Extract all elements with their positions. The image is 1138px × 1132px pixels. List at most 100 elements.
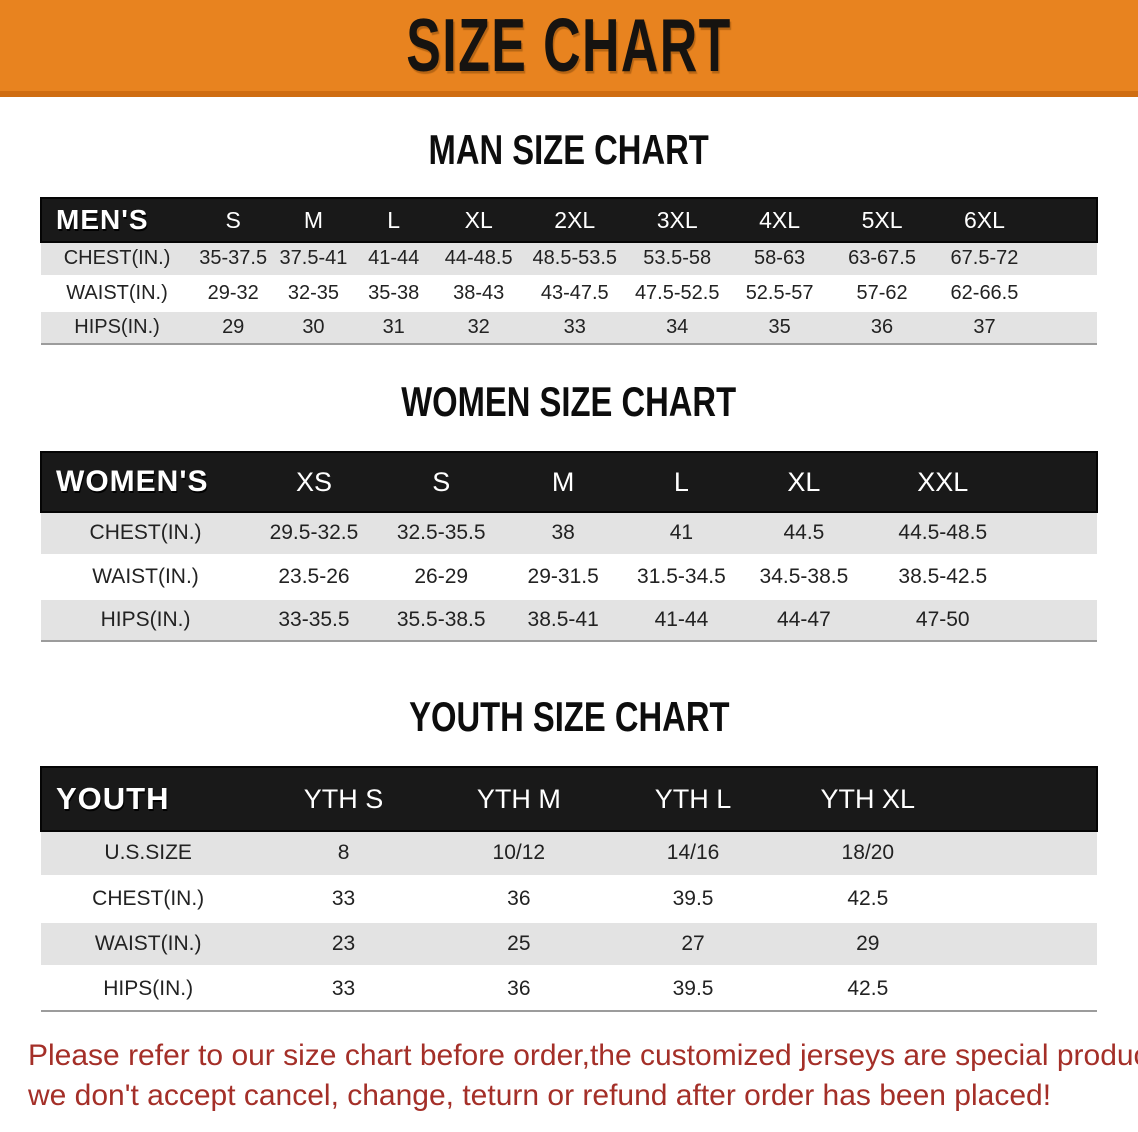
table-cell: 29-31.5 <box>527 564 599 588</box>
table-header-spacer <box>1019 452 1097 512</box>
table-cell: 34 <box>666 315 689 338</box>
table-cell: 41-44 <box>368 247 420 270</box>
table-row: HIPS(IN.) 29 30 31 32 33 34 35 36 37 <box>41 310 1097 344</box>
table-cell: 52.5-57 <box>745 281 814 304</box>
table-cell: 35-38 <box>368 281 420 304</box>
table-row: WAIST(IN.) 29-32 32-35 35-38 38-43 43-47.5 47.… <box>41 276 1097 310</box>
row-label: CHEST(IN.) <box>92 886 205 910</box>
table-cell: 47.5-52.5 <box>634 281 720 304</box>
table-row-spacer <box>1019 512 1097 555</box>
table-cell: 33 <box>331 976 356 1000</box>
man-size-table-container: MEN'S S M L XL 2XL 3XL 4XL 5XL 6XL CHEST(IN.) 35-37… <box>40 197 1098 345</box>
banner-title: SIZE CHART <box>406 3 732 88</box>
table-cell: 31 <box>382 315 405 338</box>
table-cell: 39.5 <box>672 886 714 910</box>
youth-section-heading-text: YOUTH SIZE CHART <box>408 693 730 740</box>
table-row-spacer <box>1019 598 1097 641</box>
table-column-header: L <box>673 466 689 497</box>
row-label: HIPS(IN.) <box>74 315 160 338</box>
table-cell: 23 <box>331 931 356 955</box>
table-cell: 29.5-32.5 <box>269 521 359 545</box>
table-cell: 10/12 <box>492 841 546 865</box>
table-cell: 38.5-42.5 <box>898 564 988 588</box>
table-column-header: XXL <box>917 466 969 497</box>
table-cell: 43-47.5 <box>540 281 609 304</box>
table-cell: 33 <box>563 315 586 338</box>
table-cell: 62-66.5 <box>950 281 1019 304</box>
table-row: CHEST(IN.) 33 36 39.5 42.5 <box>41 876 1097 921</box>
table-cell: 8 <box>337 841 350 865</box>
women-section-heading: WOMEN SIZE CHART <box>0 381 1138 423</box>
table-cell: 31.5-34.5 <box>637 564 726 588</box>
table-cell: 41 <box>669 521 694 545</box>
women-section-heading-text: WOMEN SIZE CHART <box>401 378 737 425</box>
table-corner-label: WOMEN'S <box>56 465 209 498</box>
youth-size-table-container: YOUTH YTH S YTH M YTH L YTH XL U.S.SIZE 8 10/12… <box>40 766 1098 1012</box>
table-cell: 44.5-48.5 <box>898 521 988 545</box>
table-cell: 29-32 <box>207 281 259 304</box>
table-column-header: XS <box>295 466 332 497</box>
table-cell: 37 <box>973 315 996 338</box>
disclaimer-line-1: Please refer to our size chart before or… <box>28 1039 1138 1072</box>
row-label: WAIST(IN.) <box>94 931 202 955</box>
table-column-header: 3XL <box>656 206 698 233</box>
table-column-header: YTH M <box>476 783 561 814</box>
table-column-header: YTH S <box>303 783 384 814</box>
man-section-heading: MAN SIZE CHART <box>0 129 1138 171</box>
table-row-spacer <box>955 831 1097 876</box>
table-cell: 32-35 <box>287 281 340 304</box>
table-cell: 44.5 <box>783 521 825 545</box>
table-row: U.S.SIZE 8 10/12 14/16 18/20 <box>41 831 1097 876</box>
table-column-header: 4XL <box>759 206 801 233</box>
table-cell: 30 <box>302 315 325 338</box>
table-cell: 44-48.5 <box>444 247 513 270</box>
table-row-spacer <box>1036 242 1097 276</box>
table-cell: 48.5-53.5 <box>532 247 618 270</box>
table-column-header: S <box>432 466 451 497</box>
table-cell: 35.5-38.5 <box>396 607 486 631</box>
table-row-spacer <box>1036 276 1097 310</box>
table-cell: 35 <box>768 315 791 338</box>
table-cell: 32.5-35.5 <box>396 521 486 545</box>
table-cell: 41-44 <box>654 607 709 631</box>
table-row: CHEST(IN.) 29.5-32.5 32.5-35.5 38 41 44.5 44.5… <box>41 512 1097 555</box>
row-label: CHEST(IN.) <box>89 521 202 545</box>
table-column-header: 5XL <box>861 206 903 233</box>
youth-size-table: YOUTH YTH S YTH M YTH L YTH XL U.S.SIZE 8 10/12… <box>40 766 1098 1012</box>
disclaimer-text: Please refer to our size chart before or… <box>28 1036 1138 1116</box>
table-corner-label: MEN'S <box>56 204 149 235</box>
table-cell: 33 <box>331 886 356 910</box>
table-row: WAIST(IN.) 23 25 27 29 <box>41 921 1097 966</box>
table-cell: 33-35.5 <box>278 607 350 631</box>
table-cell: 42.5 <box>847 976 889 1000</box>
table-cell: 29 <box>856 931 880 955</box>
table-column-header: 6XL <box>963 206 1005 233</box>
table-cell: 37.5-41 <box>279 247 348 270</box>
table-header-row: YOUTH YTH S YTH M YTH L YTH XL <box>41 767 1097 831</box>
table-corner-label: YOUTH <box>56 781 170 816</box>
size-chart-banner: SIZE CHART <box>0 0 1138 97</box>
table-cell: 29 <box>222 315 245 338</box>
man-section-heading-text: MAN SIZE CHART <box>428 126 710 173</box>
table-cell: 47-50 <box>915 607 970 631</box>
table-column-header: 2XL <box>554 206 596 233</box>
table-cell: 44-47 <box>777 607 831 631</box>
table-cell: 35-37.5 <box>199 247 268 270</box>
table-cell: 38-43 <box>453 281 505 304</box>
women-size-table-container: WOMEN'S XS S M L XL XXL CHEST(IN.) 29.5-32.5 32.5… <box>40 451 1098 642</box>
table-cell: 58-63 <box>754 247 806 270</box>
row-label: CHEST(IN.) <box>63 247 171 270</box>
table-cell: 14/16 <box>666 841 720 865</box>
table-column-header: XL <box>787 466 821 497</box>
table-row: CHEST(IN.) 35-37.5 37.5-41 41-44 44-48.5 48.5… <box>41 242 1097 276</box>
table-cell: 57-62 <box>856 281 908 304</box>
table-cell: 38 <box>551 521 575 545</box>
table-header-spacer <box>955 767 1097 831</box>
disclaimer-line-2: we don't accept cancel, change, teturn o… <box>28 1079 1052 1112</box>
table-column-header: YTH L <box>654 783 732 814</box>
row-label: WAIST(IN.) <box>92 564 199 588</box>
table-cell: 42.5 <box>847 886 889 910</box>
table-cell: 67.5-72 <box>950 247 1019 270</box>
table-cell: 23.5-26 <box>278 564 350 588</box>
table-row-spacer <box>955 876 1097 921</box>
